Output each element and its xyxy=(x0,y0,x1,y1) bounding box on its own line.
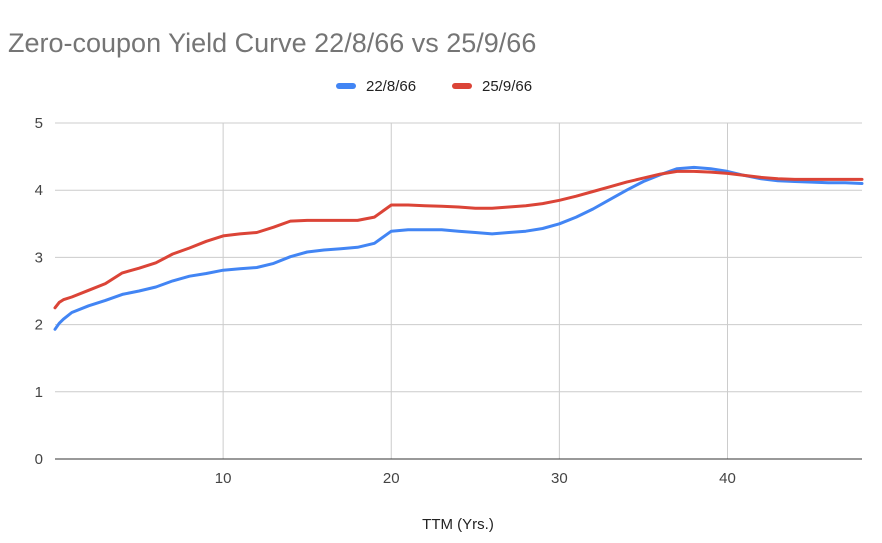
legend: 22/8/66 25/9/66 xyxy=(336,78,532,95)
chart-title: Zero-coupon Yield Curve 22/8/66 vs 25/9/… xyxy=(8,28,536,58)
series-line-2 xyxy=(53,169,864,310)
legend-label-2: 25/9/66 xyxy=(482,78,532,95)
series-line-1 xyxy=(53,165,864,331)
grid-lines xyxy=(55,122,862,459)
y-tick-label: 5 xyxy=(35,115,43,132)
y-tick-label: 3 xyxy=(35,249,43,266)
y-tick-label: 4 xyxy=(35,182,43,199)
x-tick-labels: 10 20 30 40 xyxy=(215,470,736,487)
x-tick-label: 40 xyxy=(719,470,736,487)
legend-label-1: 22/8/66 xyxy=(366,78,416,95)
series-lines xyxy=(53,165,864,331)
legend-swatch-1 xyxy=(336,83,356,89)
x-axis-title: TTM (Yrs.) xyxy=(422,516,494,533)
x-tick-label: 10 xyxy=(215,470,232,487)
y-tick-label: 0 xyxy=(35,451,43,468)
legend-swatch-2 xyxy=(452,83,472,89)
y-tick-labels: 0 1 2 3 4 5 xyxy=(35,115,43,468)
x-tick-label: 20 xyxy=(383,470,400,487)
x-tick-label: 30 xyxy=(551,470,568,487)
y-tick-label: 2 xyxy=(35,317,43,334)
y-tick-label: 1 xyxy=(35,384,43,401)
